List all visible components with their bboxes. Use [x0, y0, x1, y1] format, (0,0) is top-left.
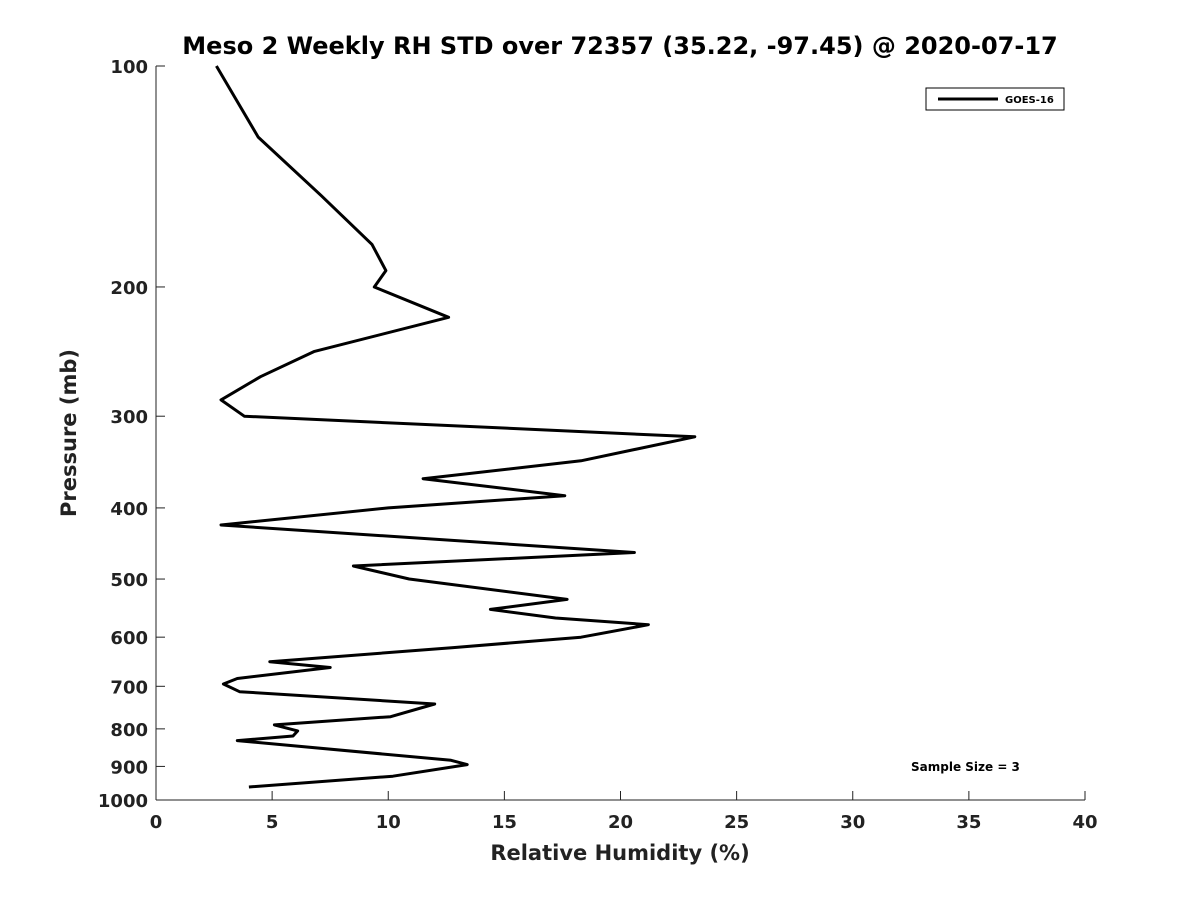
- x-tick-label: 40: [1072, 812, 1097, 833]
- y-tick-label: 300: [110, 407, 148, 428]
- y-tick-label: 1000: [98, 791, 148, 812]
- x-axis-ticks: 0 5 10 15 20 25 30 35 40: [150, 791, 1098, 833]
- x-axis-label: Relative Humidity (%): [490, 841, 749, 865]
- x-tick-label: 10: [376, 812, 401, 833]
- y-axis-label: Pressure (mb): [57, 349, 81, 517]
- y-tick-label: 600: [110, 628, 148, 649]
- y-axis-ticks: 100 200 300 400 500 600 700 800 900 1000: [98, 57, 165, 812]
- x-tick-label: 20: [608, 812, 633, 833]
- y-tick-label: 500: [110, 570, 148, 591]
- chart-title: Meso 2 Weekly RH STD over 72357 (35.22, …: [182, 32, 1057, 60]
- x-tick-label: 15: [492, 812, 517, 833]
- series-layer: [215, 65, 697, 789]
- series-line-goes-16: [215, 65, 697, 789]
- y-tick-label: 400: [110, 499, 148, 520]
- y-tick-label: 100: [110, 57, 148, 78]
- x-tick-label: 25: [724, 812, 749, 833]
- sample-size-note: Sample Size = 3: [911, 760, 1020, 774]
- x-tick-label: 0: [150, 812, 163, 833]
- legend-label-goes16: GOES-16: [1005, 95, 1054, 106]
- y-tick-label: 700: [110, 677, 148, 698]
- x-tick-label: 5: [266, 812, 279, 833]
- y-tick-label: 800: [110, 720, 148, 741]
- x-tick-label: 30: [840, 812, 865, 833]
- y-tick-label: 900: [110, 757, 148, 778]
- x-tick-label: 35: [956, 812, 981, 833]
- y-tick-label: 200: [110, 278, 148, 299]
- legend: GOES-16: [925, 87, 1065, 111]
